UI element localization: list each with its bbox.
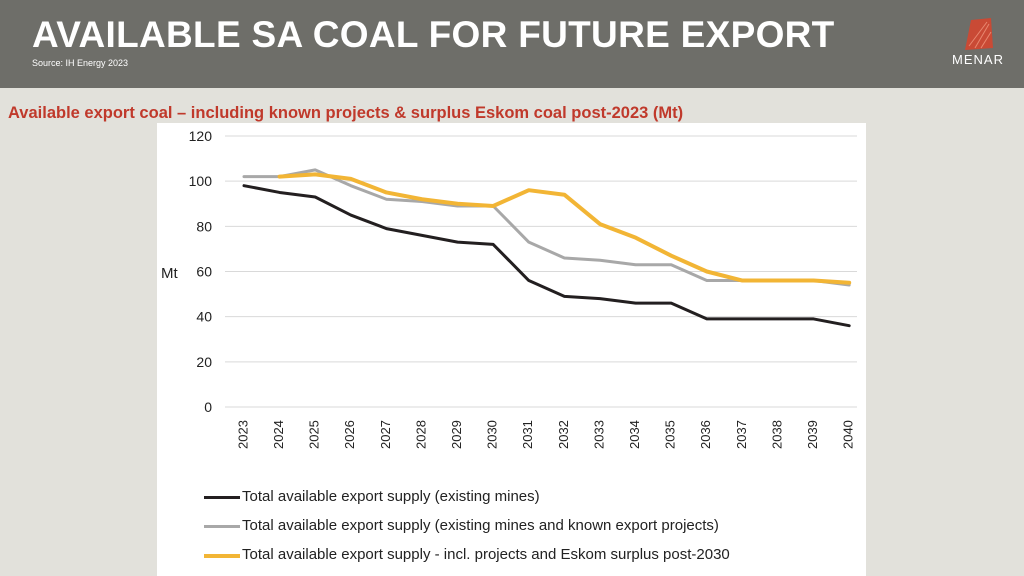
series-1-point [314,196,316,198]
y-tick-label: 80 [196,218,212,234]
series-3-point [777,279,779,282]
series-2-point [563,257,566,259]
y-tick-label: 120 [189,128,213,144]
x-tick-label: 2029 [449,420,464,449]
series-2-point [634,263,637,266]
series-2-point [314,169,316,171]
series-1-point [563,295,566,298]
header-bar: AVAILABLE SA COAL FOR FUTURE EXPORT Sour… [0,0,1024,88]
x-tick-label: 2030 [485,420,500,449]
series-3-point [350,178,352,180]
x-tick-label: 2032 [556,420,571,449]
series-3-point [812,279,815,282]
legend-item: Total available export supply - incl. pr… [204,543,844,567]
series-1-point [492,243,495,246]
legend-label: Total available export supply - incl. pr… [242,546,730,563]
legend-item: Total available export supply (existing … [204,485,844,509]
x-tick-label: 2031 [520,420,535,449]
series-1-point [243,184,245,187]
x-tick-label: 2036 [698,420,713,449]
x-tick-label: 2038 [769,420,784,449]
menar-logo-icon [965,18,993,50]
series-3-point [456,202,459,205]
y-axis-label: Mt [161,265,178,282]
series-3-point [421,198,423,201]
series-1-point [385,227,388,230]
y-tick-label: 40 [196,309,212,325]
x-tick-label: 2039 [805,420,820,449]
series-3-point [741,279,744,282]
series-2-point [350,184,352,187]
series-3-point [848,281,850,284]
series-3-point [492,205,495,207]
x-tick-label: 2023 [235,420,250,449]
y-tick-label: 0 [204,399,212,415]
x-tick-label: 2027 [378,420,393,449]
source-note: Source: IH Energy 2023 [32,58,129,68]
series-1-point [741,318,744,320]
series-2-point [528,241,530,243]
x-tick-label: 2024 [271,420,286,449]
legend-swatch [204,554,240,558]
logo-text: MENAR [952,52,1004,67]
series-line-2 [242,168,851,287]
series-2-point [385,198,388,201]
series-3-point [528,189,530,191]
series-3-point [563,193,566,196]
series-3-point [706,270,708,273]
legend-swatch [204,496,240,499]
series-1-point [848,324,850,327]
chart-panel: 0 20 40 60 80 100 120 Mt 2023 2024 2025 2026 2027 202… [157,123,866,576]
series-1-point [812,318,815,320]
x-tick-label: 2033 [591,420,606,449]
legend-item: Total available export supply (existing … [204,514,844,538]
series-1-point [670,302,672,304]
chart-subtitle: Available export coal – including known … [8,104,684,122]
series-2-point [706,279,708,282]
series-1-point [456,241,459,243]
x-tick-label: 2028 [413,420,428,449]
series-3-point [670,254,672,257]
menar-logo: MENAR [952,18,1004,78]
series-line-1 [242,184,851,328]
x-tick-label: 2040 [841,420,856,449]
x-tick-label: 2035 [663,420,678,449]
x-tick-label: 2026 [342,420,357,449]
series-2-point [599,259,601,262]
series-3-point [599,223,601,225]
y-tick-label: 20 [196,354,212,370]
series-3-point [385,191,388,194]
series-1-point [278,191,281,194]
series-1-point [350,214,352,216]
legend-label: Total available export supply (existing … [242,517,719,534]
series-3-point [634,236,637,239]
series-1-point [777,318,779,320]
series-1-point [599,297,601,300]
y-tick-label: 60 [196,264,212,280]
series-1-point [706,318,708,320]
legend-swatch [204,525,240,528]
series-2-point [670,263,672,266]
page-title: AVAILABLE SA COAL FOR FUTURE EXPORT [32,14,835,55]
x-tick-label: 2037 [734,420,749,449]
y-tick-label: 100 [189,173,213,189]
series-1-point [421,234,423,237]
legend-label: Total available export supply (existing … [242,488,540,505]
series-3-point [314,173,316,176]
series-1-point [634,302,637,304]
series-1-point [528,279,530,282]
x-tick-label: 2025 [307,420,322,449]
series-2-point [243,175,245,178]
x-tick-label: 2034 [627,420,642,449]
series-3-point [278,175,281,178]
